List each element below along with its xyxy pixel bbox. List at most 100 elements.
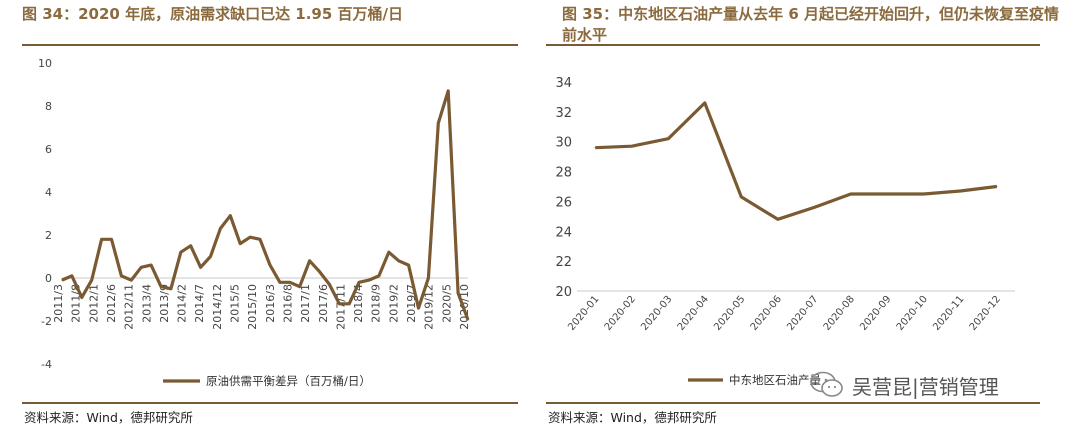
data-point [740,196,742,198]
y-tick-label: -4 [41,358,52,371]
y-tick-label: 24 [555,225,572,240]
x-tick-label: 2013/4 [140,284,153,323]
x-tick-label: 2019/2 [387,284,400,323]
right-chart-title: 图 35：中东地区石油产量从去年 6 月起已经开始回升，但仍未恢复至疫情前水平 [562,5,1059,44]
x-tick-label: 2017/6 [317,284,330,323]
data-point [209,255,212,258]
x-tick-label: 2017/11 [334,284,347,330]
data-point [631,145,633,147]
x-tick-label: 2020-09 [858,294,893,333]
data-point [160,286,162,288]
x-tick-label: 2019/12 [423,284,436,330]
x-tick-label: 2020-04 [676,294,711,333]
x-tick-label: 2020-05 [712,294,747,333]
data-point [959,190,961,192]
data-point [140,266,142,268]
x-tick-label: 2020-12 [968,294,1003,333]
x-tick-label: 2016/8 [281,284,294,323]
data-point [190,245,192,247]
x-tick-label: 2020-07 [785,294,820,333]
data-point [398,260,400,262]
y-tick-label: 28 [555,166,572,181]
data-point [239,243,241,245]
left-chart-title: 图 34：2020 年底，原油需求缺口已达 1.95 百万桶/日 [22,5,404,23]
data-point [338,303,340,305]
x-tick-label: 2018/9 [370,284,383,323]
data-point [348,303,350,305]
data-point [417,307,420,309]
watermark: 吴营昆|营销管理 [810,365,1060,405]
data-point [120,275,123,277]
left-title-rule [22,44,518,46]
data-point [289,281,291,283]
right-source-text: 资料来源：Wind，德邦研究所 [548,410,717,425]
legend-label: 原油供需平衡差异（百万桶/日） [206,374,371,388]
x-tick-label: 2020-11 [931,294,966,333]
y-tick-label: 0 [45,272,52,285]
y-tick-label: 22 [555,255,572,270]
right-source-rule [546,402,1040,404]
right-chart-panel: 图 35：中东地区石油产量从去年 6 月起已经开始回升，但仍未恢复至疫情前水平 … [540,0,1080,432]
data-point [71,275,73,277]
data-point [249,236,251,238]
data-point [437,122,439,124]
y-tick-label: 4 [45,186,52,199]
x-tick-label: 2020-02 [603,294,638,333]
data-point [368,279,370,281]
data-point [259,238,261,240]
x-tick-label: 2020-08 [822,294,857,333]
data-point [667,138,669,140]
x-tick-label: 2011/3 [52,284,65,323]
y-tick-label: 32 [555,106,572,121]
x-tick-label: 2015/5 [229,284,242,323]
data-point [279,281,281,283]
data-point [996,185,998,188]
x-tick-label: 2020-10 [895,294,930,333]
left-source-rule [22,402,518,404]
data-point [229,215,231,217]
data-point [269,264,271,266]
data-point [130,279,132,281]
y-tick-label: 20 [555,285,572,300]
data-point [81,296,83,298]
left-source-text: 资料来源：Wind，德邦研究所 [24,410,193,425]
data-point [886,193,888,195]
x-tick-label: 2011/8 [70,284,83,323]
x-tick-label: 2020-06 [749,294,784,333]
y-tick-label: 30 [555,136,572,151]
data-point [427,277,429,279]
data-point [378,275,380,277]
x-tick-label: 2012/1 [87,284,100,323]
x-tick-label: 2015/10 [246,284,259,330]
data-point [200,266,202,268]
data-point [704,102,706,104]
y-tick-label: 34 [555,76,572,91]
x-tick-label: 2017/1 [299,284,312,323]
left-chart-panel: 图 34：2020 年底，原油需求缺口已达 1.95 百万桶/日 -4 -2 0 2 4… [0,0,530,432]
data-point [777,218,779,220]
data-point [358,281,360,283]
data-point [813,206,815,208]
data-point [170,288,172,290]
right-title-rule [546,44,1040,46]
y-tick-label: -2 [41,315,52,328]
left-line-chart: -4 -2 0 2 4 6 8 10 2011/3 2011/8 2012/1 2012/6 2012/… [38,57,471,388]
y-tick-label: 2 [45,229,52,242]
data-point [594,147,596,149]
data-point [180,251,182,253]
y-tick-label: 10 [38,57,52,70]
data-point [61,279,63,281]
data-point [91,279,93,281]
series-line [595,101,997,221]
x-tick-label: 2013/9 [158,284,171,323]
data-point [299,286,301,288]
data-point [923,193,925,195]
data-point [318,270,321,273]
x-tick-label: 2012/11 [123,284,136,330]
series-line [61,89,470,321]
x-tick-label: 2016/3 [264,284,277,323]
data-point [150,264,152,266]
data-point [328,283,330,286]
watermark-text: 吴营昆|营销管理 [850,370,1001,400]
